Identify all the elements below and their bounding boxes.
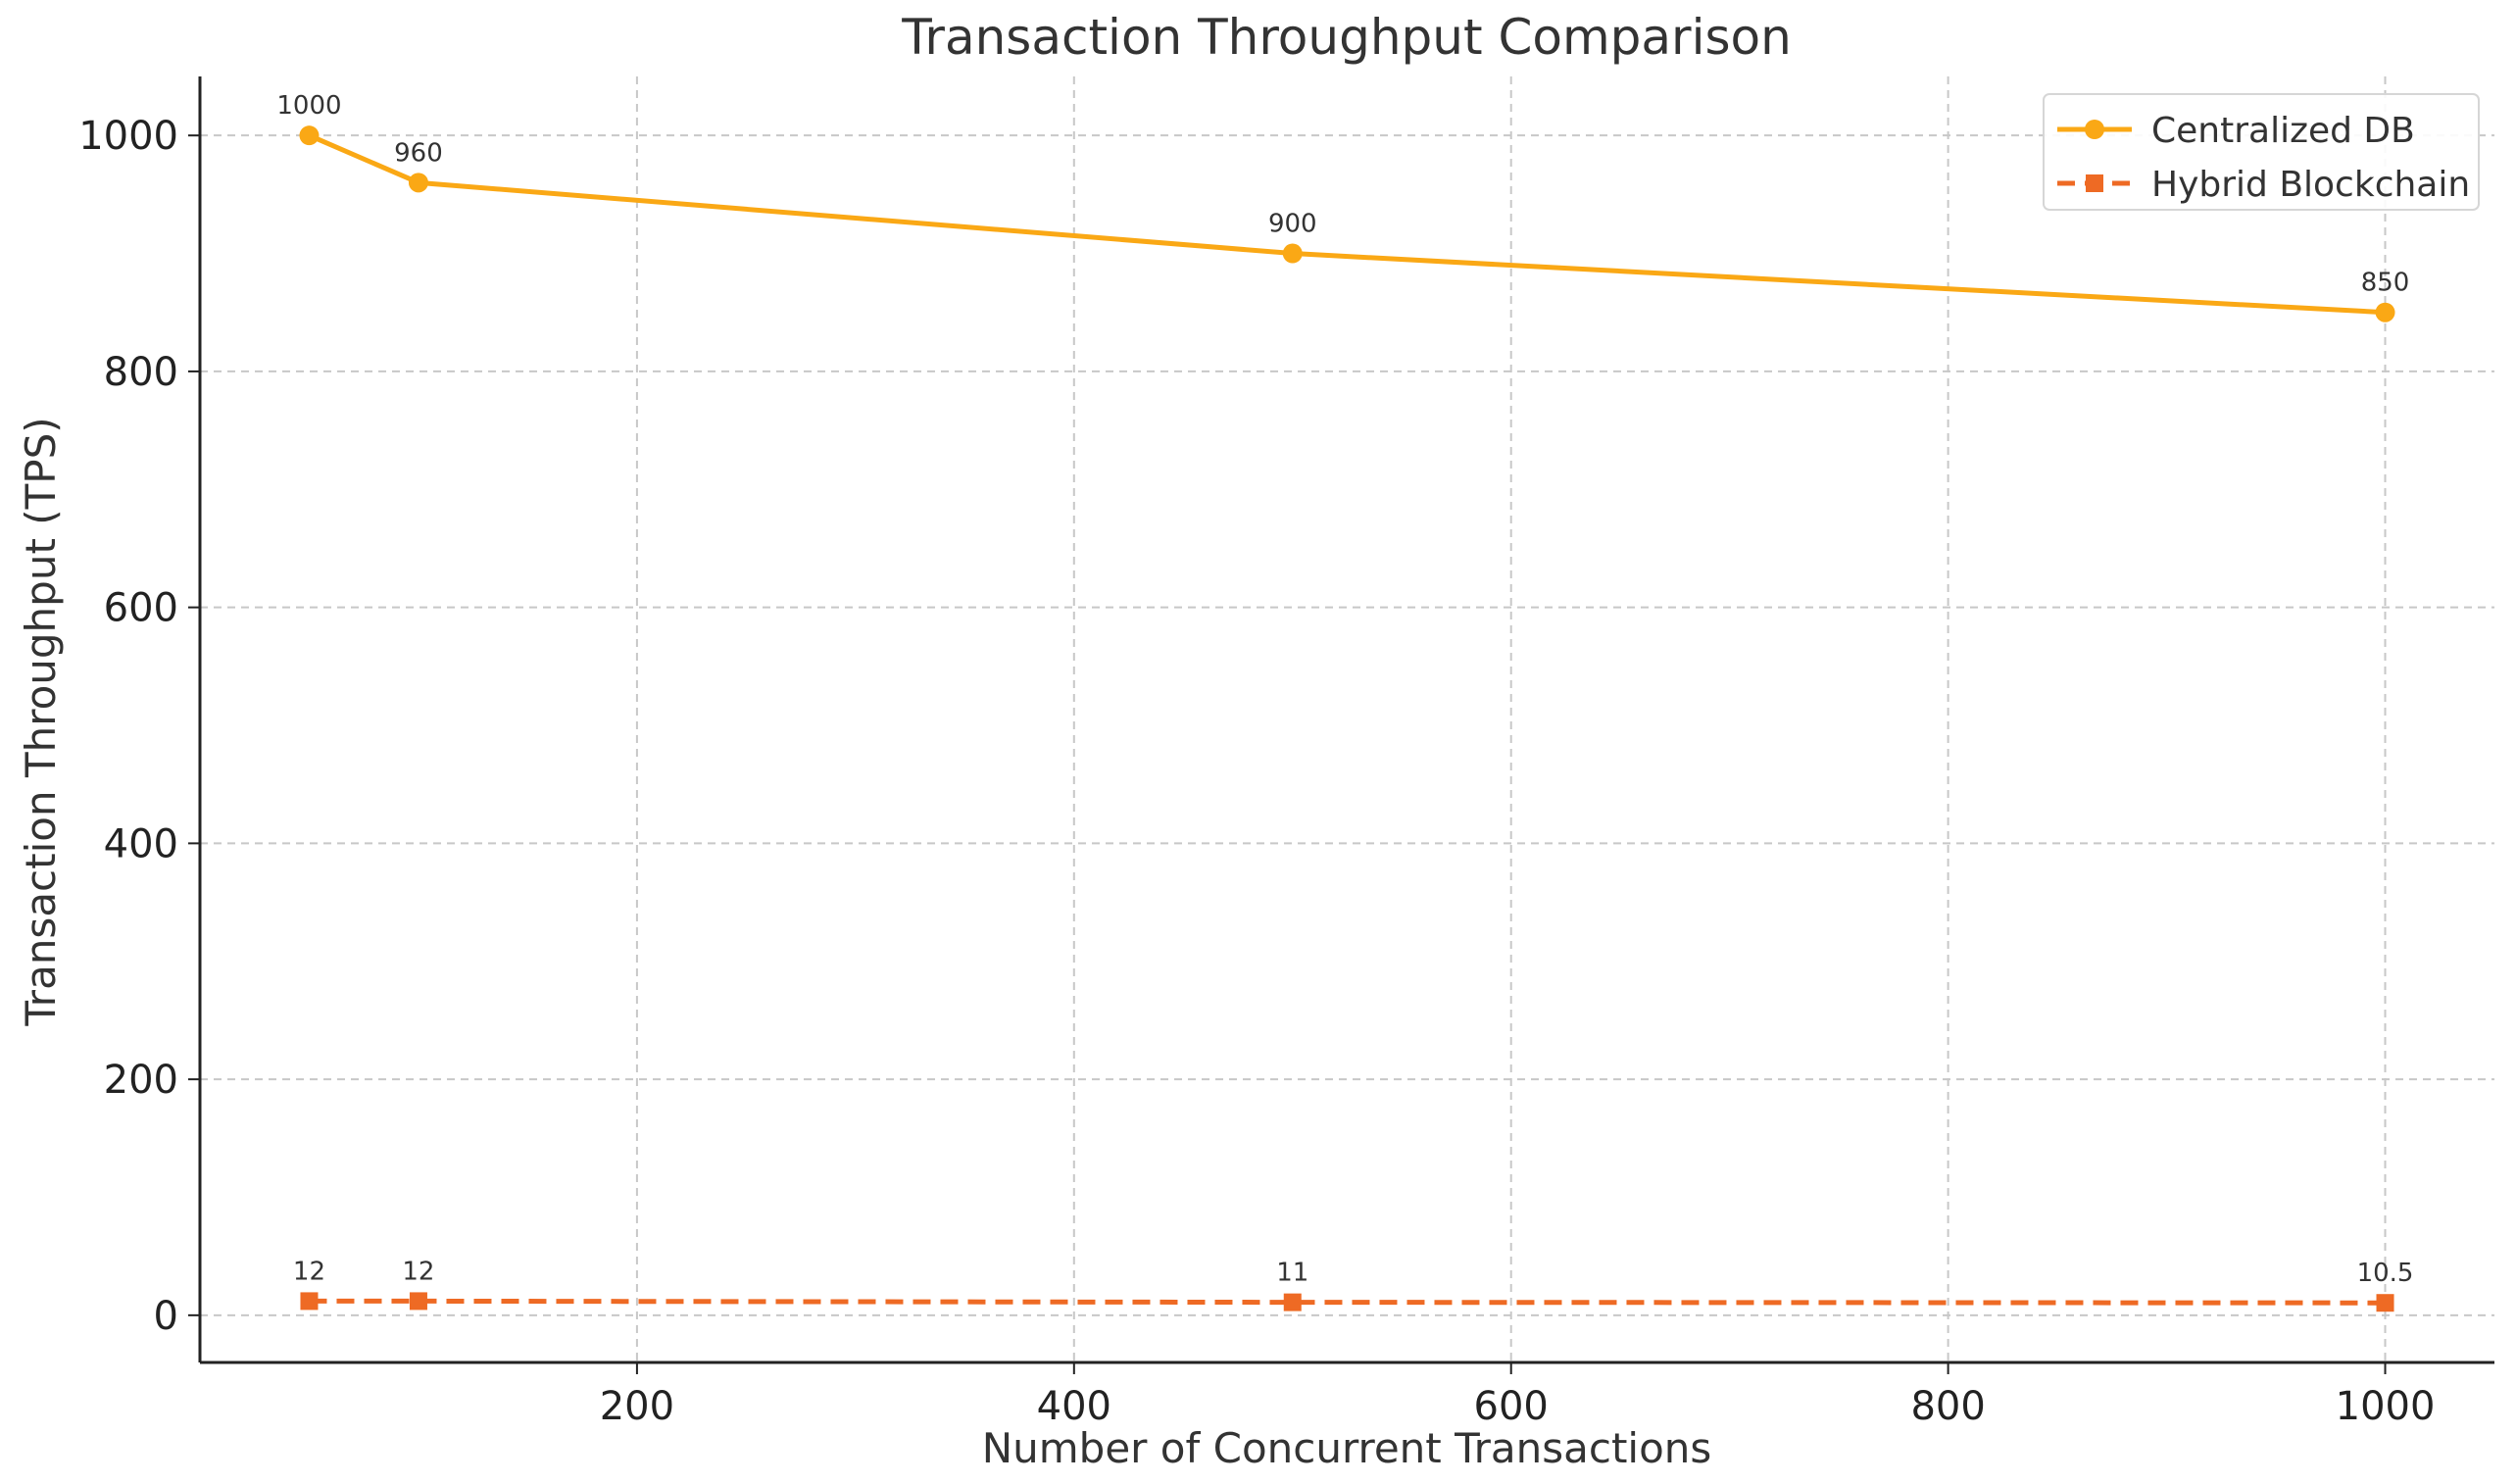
legend-hybrid-blockchain-marker: [2086, 174, 2103, 192]
legend-centralized-db-label: Centralized DB: [2151, 111, 2415, 151]
x-tick-label: 600: [1474, 1384, 1549, 1429]
y-tick-label: 600: [104, 586, 178, 631]
centralized-db-data-label: 960: [394, 138, 443, 168]
y-tick-label: 400: [104, 821, 178, 866]
legend-hybrid-blockchain-label: Hybrid Blockchain: [2151, 165, 2470, 205]
centralized-db-point: [408, 173, 428, 193]
hybrid-blockchain-data-label: 11: [1276, 1259, 1308, 1288]
centralized-db-point: [299, 125, 320, 146]
centralized-db-line: [308, 132, 2386, 316]
hybrid-blockchain-data-label: 12: [293, 1257, 325, 1286]
y-axis-title: Transaction Throughput (TPS): [17, 417, 65, 1026]
hybrid-blockchain-point: [409, 1292, 427, 1311]
grid: [200, 76, 2494, 1362]
hybrid-blockchain-point: [1283, 1293, 1302, 1311]
axes: 200 400 600 800 1000 0 200 400 600 800 1000: [78, 76, 2494, 1429]
series-layer: [299, 125, 2395, 1312]
hybrid-blockchain-data-label: 12: [402, 1257, 434, 1286]
legend-box: [2043, 93, 2480, 211]
centralized-db-data-label: 850: [2361, 269, 2410, 298]
y-tick-label: 200: [104, 1058, 178, 1103]
centralized-db-point: [2375, 302, 2395, 322]
centralized-db-data-label: 1000: [276, 91, 341, 121]
legend-centralized-db-marker: [2085, 120, 2104, 139]
y-tick-label: 800: [104, 350, 178, 395]
legend: Centralized DB Hybrid Blockchain: [2043, 93, 2480, 211]
x-tick-label: 200: [600, 1384, 674, 1429]
x-tick-label: 400: [1037, 1384, 1111, 1429]
centralized-db-point: [1282, 243, 1303, 264]
chart-title: Transaction Throughput Comparison: [901, 9, 1792, 66]
hybrid-blockchain-point: [300, 1292, 319, 1311]
y-tick-label: 0: [154, 1294, 178, 1339]
hybrid-blockchain-line: [309, 1298, 2386, 1306]
centralized-db-data-label: 900: [1268, 210, 1317, 239]
x-tick-label: 800: [1910, 1384, 1985, 1429]
x-axis-title: Number of Concurrent Transactions: [982, 1424, 1712, 1472]
data-labels: 1000 960 900 850 12 12 11 10.5: [276, 91, 2413, 1288]
hybrid-blockchain-data-label: 10.5: [2357, 1259, 2414, 1288]
hybrid-blockchain-point: [2376, 1294, 2394, 1312]
y-tick-label: 1000: [78, 114, 178, 159]
x-tick-label: 1000: [2336, 1384, 2436, 1429]
